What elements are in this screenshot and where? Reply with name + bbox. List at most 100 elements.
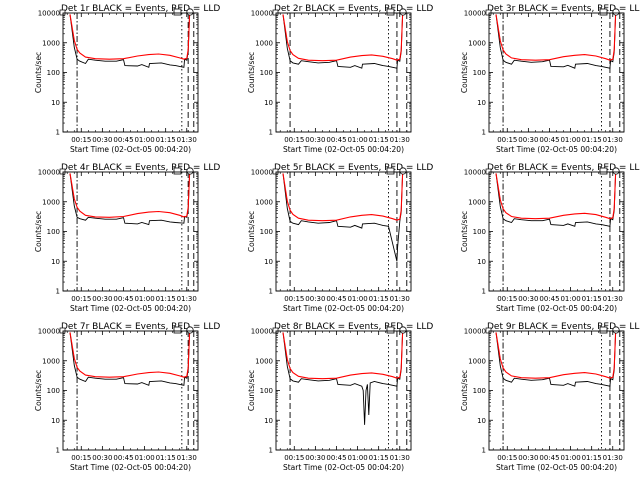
x-tick-label: 00:15 — [497, 136, 517, 144]
y-tick-label: 1 — [482, 129, 486, 137]
x-tick-label: 00:15 — [497, 454, 517, 462]
panel-det-7: Det 7r BLACK = Events, RED = LLD Counts/s… — [34, 322, 220, 472]
plot-frame — [488, 171, 625, 292]
series-lld-line — [69, 332, 191, 378]
x-tick-label: 00:45 — [539, 295, 559, 303]
state-indicator-box — [386, 8, 395, 16]
x-tick-label: 01:30 — [177, 454, 197, 462]
state-indicator-circle — [399, 326, 407, 334]
panel-det-4: Det 4r BLACK = Events, RED = LLD Counts/s… — [34, 163, 220, 313]
state-indicator-box — [386, 326, 395, 334]
x-tick-label: 00:30 — [518, 295, 538, 303]
y-tick-label: 100 — [473, 228, 486, 236]
panel-title: Det 8r BLACK = Events, RED = LLD — [274, 322, 433, 332]
x-tick-label: 00:15 — [284, 136, 304, 144]
x-tick-label: 00:45 — [113, 454, 133, 462]
x-tick-label: 01:15 — [582, 295, 602, 303]
state-indicator-box — [173, 326, 182, 334]
x-tick-label: 00:15 — [71, 136, 91, 144]
y-tick-label: 1000 — [468, 357, 486, 365]
x-tick-label: 01:00 — [134, 295, 154, 303]
y-tick-label: 1 — [56, 288, 60, 296]
state-indicator-box — [485, 9, 492, 16]
state-indicator-box — [272, 9, 279, 16]
x-tick-label: 00:45 — [113, 136, 133, 144]
y-tick-label: 10000 — [251, 169, 273, 177]
y-tick-label: 1 — [56, 129, 60, 137]
plot-frame — [275, 12, 412, 133]
y-tick-label: 1000 — [255, 198, 273, 206]
x-tick-label: 01:30 — [603, 136, 623, 144]
x-tick-label: 00:45 — [326, 295, 346, 303]
panel-det-2: Det 2r BLACK = Events, RED = LLD Counts/s… — [247, 4, 433, 154]
x-tick-label: 00:45 — [326, 454, 346, 462]
state-indicator-box — [59, 327, 66, 334]
y-axis-label: Counts/sec — [460, 211, 469, 252]
x-tick-label: 01:00 — [560, 136, 580, 144]
series-lld-line — [282, 14, 404, 62]
panel-det-6: Det 6r BLACK = Events, RED = LLD Counts/s… — [460, 163, 640, 313]
y-tick-label: 1 — [56, 447, 60, 455]
state-indicator-circle — [186, 326, 194, 334]
x-axis-label: Start Time (02-Oct-05 00:04:20) — [496, 304, 617, 313]
series-events-line — [495, 14, 617, 69]
state-indicator-circle — [612, 8, 620, 16]
x-tick-label: 00:45 — [113, 295, 133, 303]
y-axis-label: Counts/sec — [460, 370, 469, 411]
panel-det-9: Det 9r BLACK = Events, RED = LLD Counts/s… — [460, 322, 640, 472]
x-tick-label: 00:30 — [92, 454, 112, 462]
y-axis-label: Counts/sec — [247, 211, 256, 252]
panel-title: Det 5r BLACK = Events, RED = LLD — [274, 163, 433, 173]
x-axis-label: Start Time (02-Oct-05 00:04:20) — [496, 145, 617, 154]
state-indicator-circle — [399, 8, 407, 16]
series-lld-line — [69, 173, 191, 218]
state-indicator-box — [599, 167, 608, 175]
y-tick-label: 1000 — [42, 198, 60, 206]
y-tick-label: 1000 — [468, 39, 486, 47]
series-lld-line — [495, 14, 617, 61]
state-indicator-box — [59, 9, 66, 16]
x-tick-label: 00:30 — [92, 295, 112, 303]
series-events-line — [282, 332, 404, 425]
x-axis-label: Start Time (02-Oct-05 00:04:20) — [283, 145, 404, 154]
series-events-line — [69, 332, 191, 386]
y-axis-label: Counts/sec — [34, 211, 43, 252]
x-tick-label: 01:30 — [390, 136, 410, 144]
y-tick-label: 10000 — [464, 169, 486, 177]
y-tick-label: 1 — [269, 447, 273, 455]
y-tick-label: 10 — [264, 258, 273, 266]
x-tick-label: 00:45 — [326, 136, 346, 144]
panel-title: Det 7r BLACK = Events, RED = LLD — [61, 322, 220, 332]
panel-det-5: Det 5r BLACK = Events, RED = LLD Counts/s… — [247, 163, 433, 313]
series-events-line — [69, 14, 191, 68]
x-tick-label: 01:30 — [603, 295, 623, 303]
state-indicator-box — [386, 167, 395, 175]
state-indicator-circle — [612, 167, 620, 175]
x-tick-label: 00:15 — [284, 295, 304, 303]
y-tick-label: 10000 — [38, 328, 60, 336]
panel-title: Det 6r BLACK = Events, RED = LLD — [487, 163, 640, 173]
x-tick-label: 01:30 — [177, 136, 197, 144]
state-indicator-box — [599, 8, 608, 16]
x-tick-label: 01:15 — [582, 136, 602, 144]
y-tick-label: 1000 — [255, 357, 273, 365]
y-axis-label: Counts/sec — [247, 370, 256, 411]
x-tick-label: 00:45 — [539, 454, 559, 462]
x-tick-label: 01:15 — [369, 295, 389, 303]
x-tick-label: 01:30 — [177, 295, 197, 303]
y-tick-label: 100 — [473, 387, 486, 395]
y-tick-label: 1 — [269, 129, 273, 137]
x-axis-label: Start Time (02-Oct-05 00:04:20) — [496, 463, 617, 472]
x-tick-label: 00:15 — [497, 295, 517, 303]
state-indicator-box — [485, 327, 492, 334]
state-indicator-box — [272, 168, 279, 175]
x-tick-label: 01:15 — [156, 295, 176, 303]
y-tick-label: 100 — [473, 69, 486, 77]
x-tick-label: 01:00 — [560, 295, 580, 303]
state-indicator-circle — [399, 167, 407, 175]
x-tick-label: 01:00 — [347, 136, 367, 144]
y-tick-label: 10 — [51, 258, 60, 266]
y-tick-label: 100 — [260, 228, 273, 236]
x-tick-label: 00:30 — [305, 454, 325, 462]
